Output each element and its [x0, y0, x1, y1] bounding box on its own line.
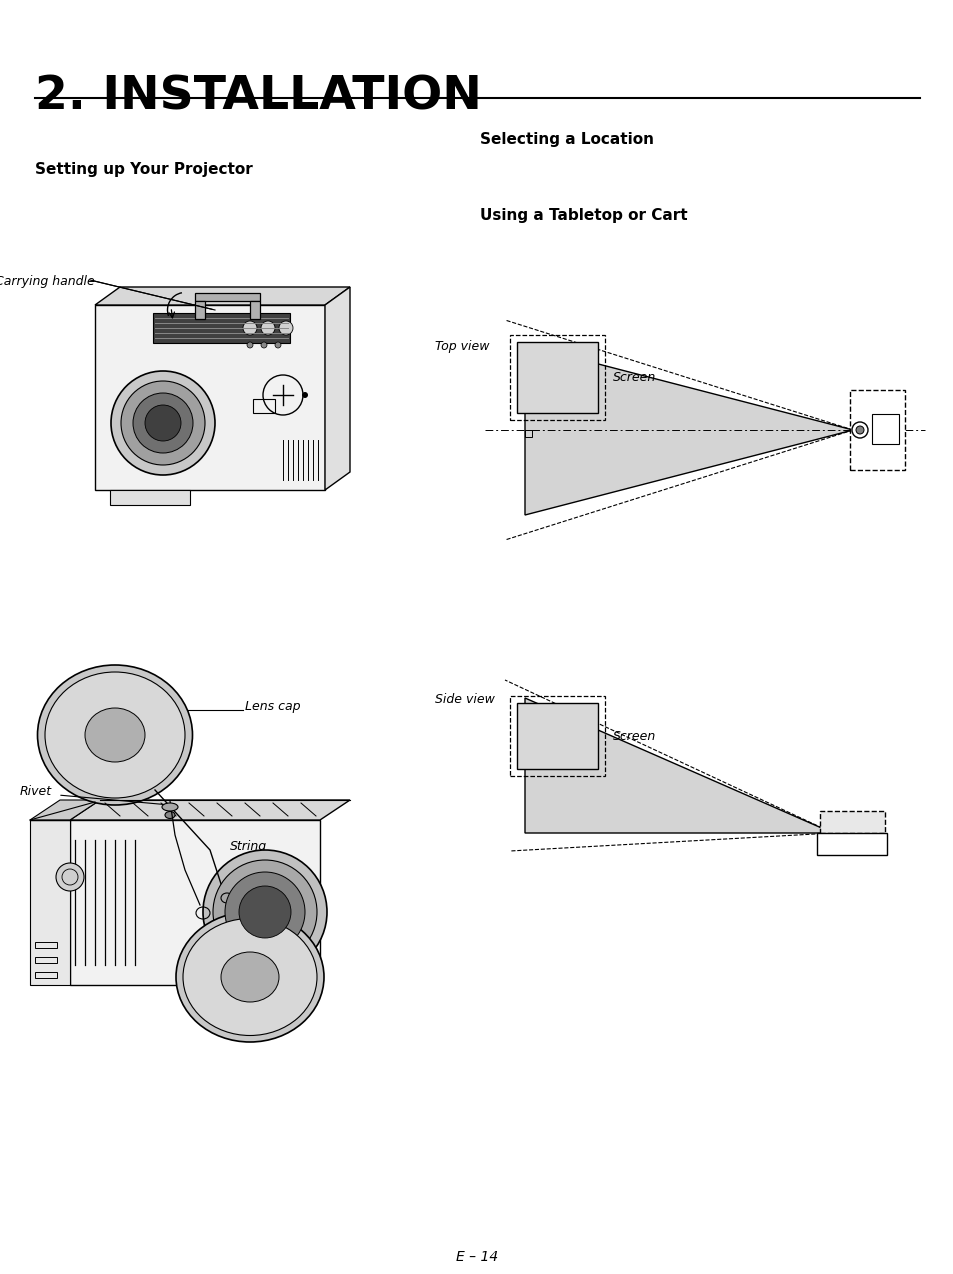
Polygon shape — [524, 698, 832, 833]
Circle shape — [132, 392, 193, 454]
Text: 2. INSTALLATION: 2. INSTALLATION — [35, 75, 481, 120]
Circle shape — [851, 422, 867, 438]
Bar — [35, 957, 57, 963]
Text: Screen: Screen — [613, 371, 656, 383]
Ellipse shape — [183, 919, 316, 1036]
Circle shape — [145, 405, 181, 441]
Polygon shape — [524, 345, 852, 515]
Ellipse shape — [45, 671, 185, 798]
Bar — [871, 414, 898, 445]
Polygon shape — [325, 287, 350, 490]
Text: String: String — [230, 840, 267, 854]
Circle shape — [121, 381, 205, 465]
Bar — [110, 490, 190, 505]
Text: E – 14: E – 14 — [456, 1250, 497, 1264]
Circle shape — [261, 341, 267, 348]
Circle shape — [302, 392, 308, 397]
Text: Using a Tabletop or Cart: Using a Tabletop or Cart — [479, 208, 687, 223]
Text: Carrying handle: Carrying handle — [0, 275, 94, 288]
Circle shape — [261, 321, 274, 335]
Text: Lens cap: Lens cap — [245, 699, 300, 713]
Circle shape — [278, 321, 293, 335]
Circle shape — [56, 862, 84, 891]
Circle shape — [213, 860, 316, 964]
Polygon shape — [152, 313, 290, 343]
Polygon shape — [30, 820, 70, 985]
Polygon shape — [95, 304, 325, 490]
Bar — [194, 301, 205, 318]
Circle shape — [239, 885, 291, 938]
Bar — [253, 399, 274, 413]
Bar — [849, 390, 904, 470]
Bar — [194, 293, 260, 301]
Circle shape — [274, 341, 281, 348]
Polygon shape — [95, 287, 350, 304]
Bar — [816, 833, 886, 855]
Bar — [250, 301, 260, 318]
Bar — [510, 335, 604, 420]
Bar — [517, 341, 598, 413]
Ellipse shape — [165, 812, 174, 818]
Ellipse shape — [37, 665, 193, 805]
Circle shape — [243, 321, 256, 335]
Bar — [35, 941, 57, 948]
Polygon shape — [30, 800, 100, 820]
Ellipse shape — [162, 803, 178, 812]
Bar — [35, 972, 57, 978]
Ellipse shape — [175, 912, 324, 1042]
Ellipse shape — [85, 708, 145, 762]
Bar — [510, 696, 604, 776]
Circle shape — [225, 871, 305, 952]
Text: Rivet: Rivet — [20, 785, 52, 798]
Bar — [517, 703, 598, 769]
Bar — [820, 812, 884, 833]
Text: Setting up Your Projector: Setting up Your Projector — [35, 162, 253, 177]
Text: Top view: Top view — [435, 340, 489, 353]
Text: Selecting a Location: Selecting a Location — [479, 132, 654, 147]
Circle shape — [855, 426, 863, 434]
Polygon shape — [70, 820, 319, 985]
Bar — [524, 431, 532, 437]
Polygon shape — [70, 800, 350, 820]
Circle shape — [247, 341, 253, 348]
Circle shape — [203, 850, 327, 975]
Ellipse shape — [221, 952, 278, 1001]
Circle shape — [111, 371, 214, 475]
Text: Screen: Screen — [613, 730, 656, 743]
Text: Side view: Side view — [435, 693, 495, 706]
